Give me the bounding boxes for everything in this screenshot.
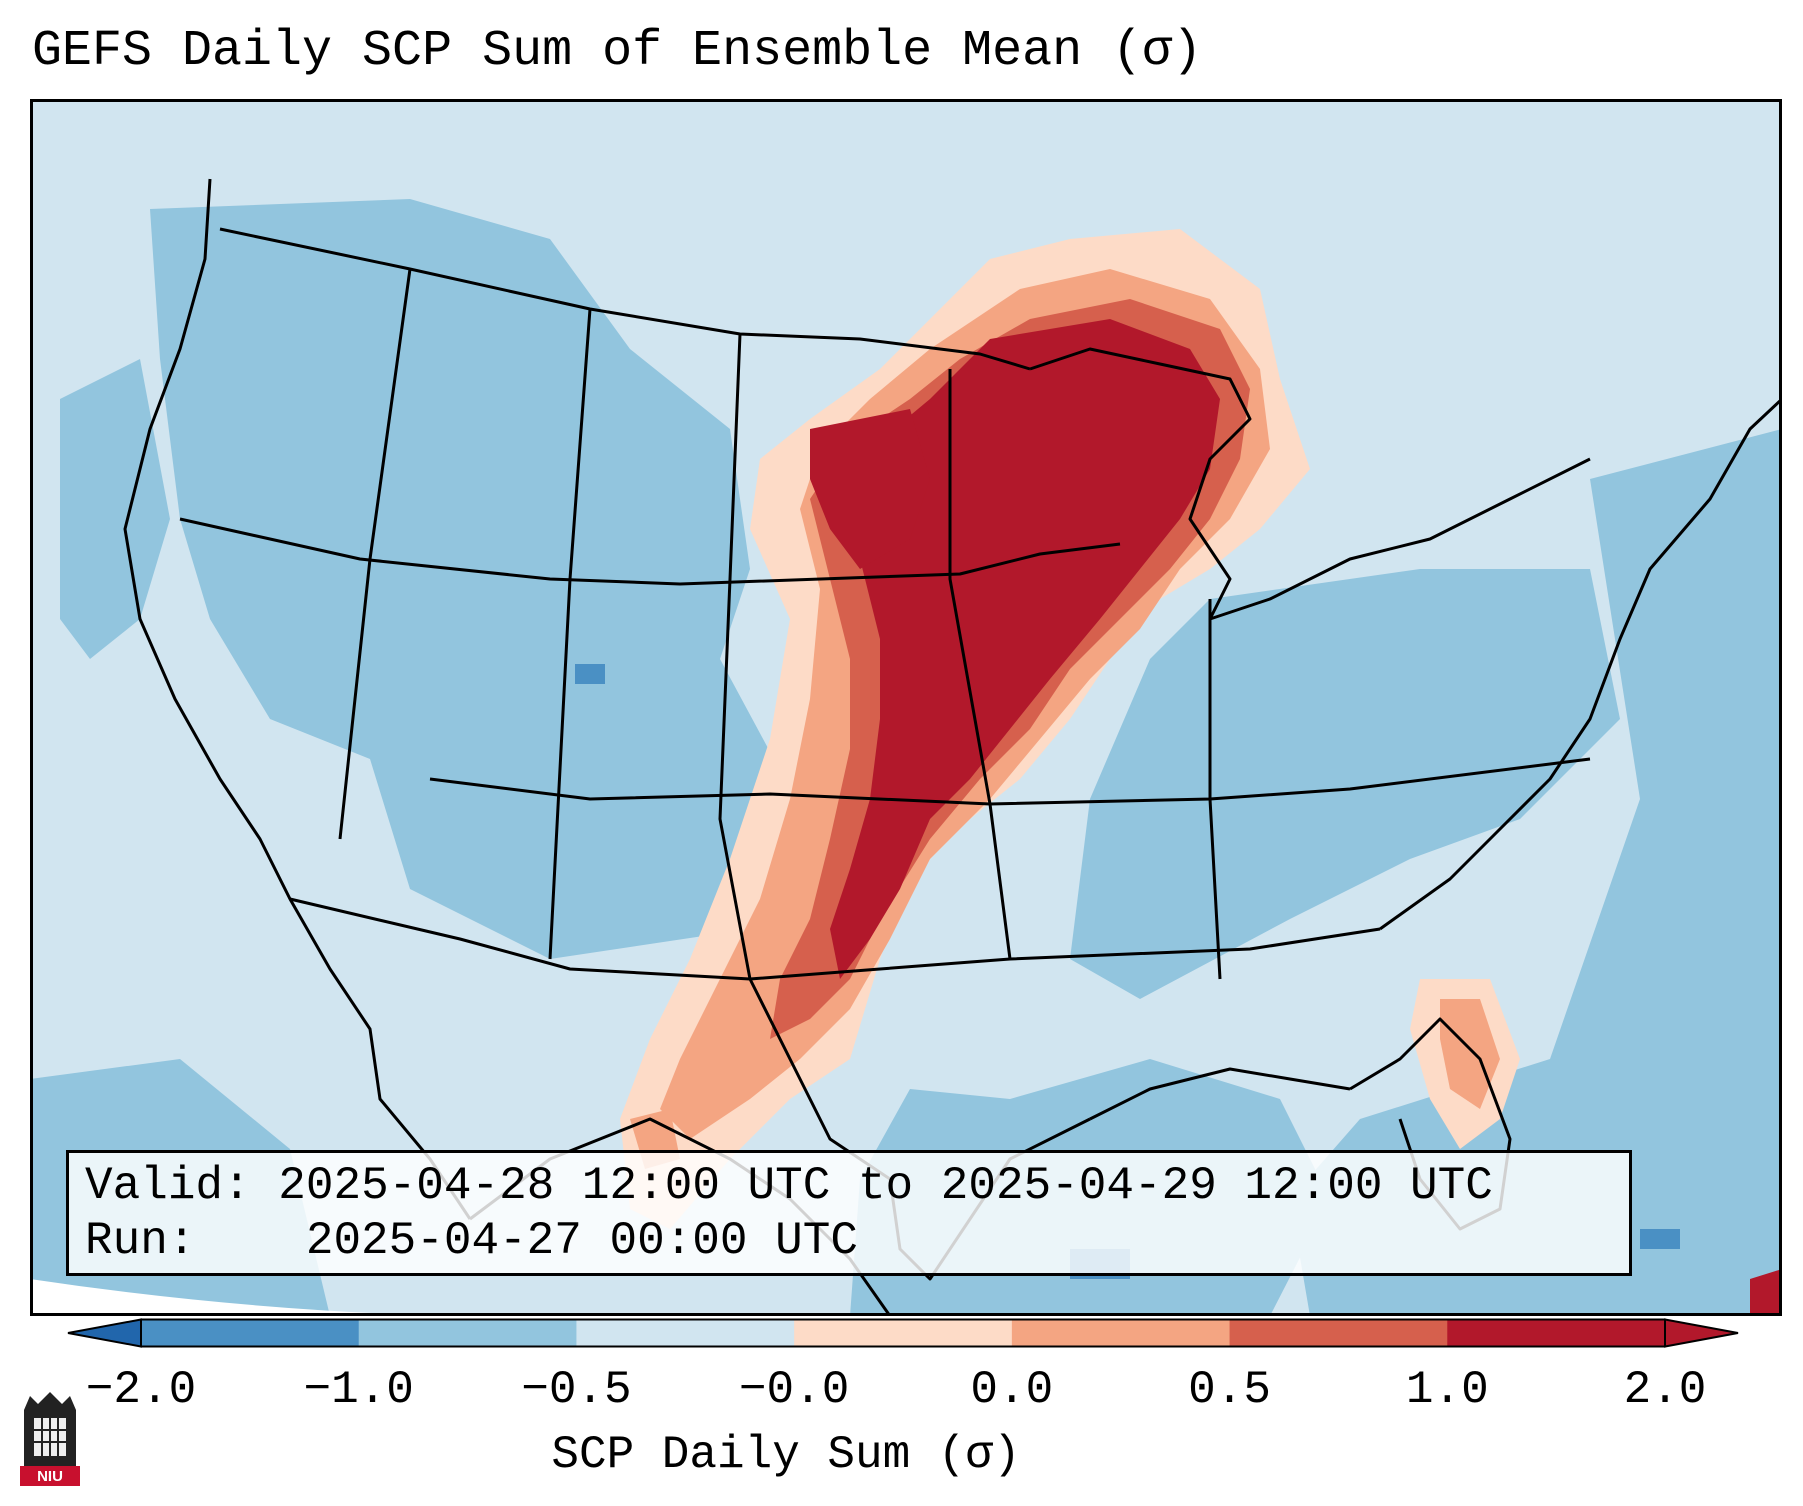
colorbar-segment: [141, 1319, 360, 1347]
atlantic-coast: [1379, 397, 1782, 931]
map-edge-gap: [30, 1279, 630, 1316]
colorbar-tick-label: 2.0: [1623, 1364, 1707, 1416]
state-line-vert-4: [948, 369, 1012, 960]
state-line-vert-1: [338, 268, 412, 840]
page-title: GEFS Daily SCP Sum of Ensemble Mean (σ): [32, 23, 1203, 80]
logo-text: NIU: [37, 1468, 63, 1485]
colorbar-segment: [1011, 1319, 1231, 1347]
colorbar-segment: [794, 1319, 1013, 1347]
colorbar-tick-label: 0.0: [970, 1364, 1054, 1416]
strong-positive-corner: [1750, 1269, 1782, 1316]
colorbar: [67, 1318, 1739, 1348]
run-label: Run:: [85, 1215, 196, 1267]
colorbar-tick-label: 1.0: [1405, 1364, 1489, 1416]
gulf-coast: [1089, 1067, 1351, 1121]
florida-moderate: [1440, 999, 1500, 1109]
colorbar-tick-label: −2.0: [85, 1364, 197, 1416]
map-frame: [30, 99, 1782, 1316]
colorbar-extend-high: [1664, 1318, 1739, 1348]
east-neg-region: [1070, 569, 1620, 999]
state-line-vert-2: [548, 308, 592, 960]
atlantic-ocean: [1290, 429, 1782, 1316]
logo-banner: [20, 1466, 80, 1486]
colorbar-segment: [1447, 1319, 1666, 1347]
strong-neg-spot: [575, 664, 605, 684]
colorbar-tick-label: −1.0: [303, 1364, 414, 1416]
valid-run-info-box: Valid: 2025-04-28 12:00 UTC to 2025-04-2…: [66, 1150, 1632, 1276]
valid-label: Valid:: [85, 1160, 251, 1212]
strong-positive-nd: [810, 409, 930, 569]
great-lakes: [1029, 347, 1591, 621]
scp-anomaly-map: [30, 99, 1782, 1316]
colorbar-frame: [140, 1318, 1666, 1348]
valid-value: 2025-04-28 12:00 UTC to 2025-04-29 12:00…: [278, 1160, 1493, 1212]
run-value: 2025-04-27 00:00 UTC: [305, 1215, 858, 1267]
valid-line: Valid: 2025-04-28 12:00 UTC to 2025-04-2…: [85, 1159, 1613, 1214]
colorbar-segment: [358, 1319, 577, 1347]
colorbar-segment: [1229, 1319, 1448, 1347]
colorbar-label: SCP Daily Sum (σ): [551, 1429, 1021, 1481]
state-line-vert-3: [718, 333, 752, 980]
strong-neg-spot: [1640, 1229, 1680, 1249]
colorbar-tick-label: 0.5: [1188, 1364, 1271, 1416]
colorbar-tick-label: −0.0: [738, 1364, 850, 1416]
state-line-vert-5: [1208, 599, 1222, 980]
coastline-west: [123, 178, 472, 1220]
west-coast-neg: [60, 359, 170, 659]
west-neg-region: [150, 199, 790, 959]
colorbar-extend-low: [67, 1318, 142, 1348]
colorbar-tick-label: −0.5: [521, 1364, 632, 1416]
run-line: Run: 2025-04-27 00:00 UTC: [85, 1214, 1613, 1269]
state-line-1: [179, 517, 1121, 586]
colorbar-segment: [576, 1319, 795, 1347]
niu-logo: NIU: [20, 1392, 80, 1486]
state-line-3: [289, 897, 1381, 981]
